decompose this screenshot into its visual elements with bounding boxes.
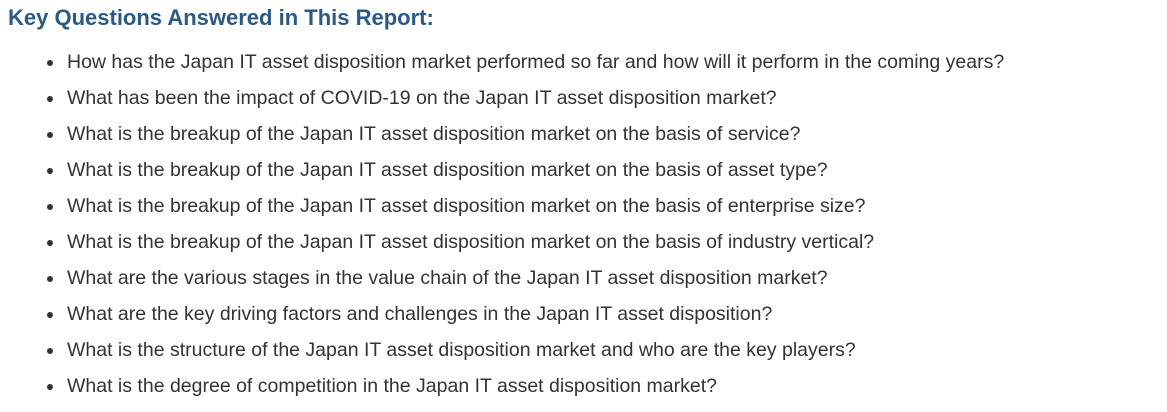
question-text: What is the structure of the Japan IT as…: [67, 339, 856, 361]
list-item: What is the breakup of the Japan IT asse…: [0, 152, 1004, 188]
question-text: What is the breakup of the Japan IT asse…: [67, 231, 875, 253]
question-text: What is the breakup of the Japan IT asse…: [67, 123, 801, 145]
list-item: What is the degree of competition in the…: [0, 368, 1004, 404]
section-heading: Key Questions Answered in This Report:: [8, 5, 434, 30]
question-text: What is the breakup of the Japan IT asse…: [67, 195, 866, 217]
question-text: How has the Japan IT asset disposition m…: [67, 51, 1005, 73]
list-item: What are the various stages in the value…: [0, 260, 1004, 296]
bullet-icon: [47, 132, 53, 138]
bullet-icon: [47, 96, 53, 102]
list-item: What is the breakup of the Japan IT asse…: [0, 116, 1004, 152]
bullet-icon: [47, 60, 53, 66]
list-item: What has been the impact of COVID-19 on …: [0, 80, 1004, 116]
question-text: What are the various stages in the value…: [67, 267, 828, 289]
bullet-icon: [47, 168, 53, 174]
list-item: What are the key driving factors and cha…: [0, 296, 1004, 332]
question-text: What is the degree of competition in the…: [67, 375, 717, 397]
bullet-icon: [47, 348, 53, 354]
question-text: What has been the impact of COVID-19 on …: [67, 87, 777, 109]
list-item: What is the structure of the Japan IT as…: [0, 332, 1004, 368]
bullet-icon: [47, 240, 53, 246]
question-text: What is the breakup of the Japan IT asse…: [67, 159, 828, 181]
bullet-icon: [47, 384, 53, 390]
questions-list: How has the Japan IT asset disposition m…: [0, 44, 1004, 404]
bullet-icon: [47, 204, 53, 210]
question-text: What are the key driving factors and cha…: [67, 303, 773, 325]
bullet-icon: [47, 312, 53, 318]
list-item: How has the Japan IT asset disposition m…: [0, 44, 1004, 80]
list-item: What is the breakup of the Japan IT asse…: [0, 224, 1004, 260]
bullet-icon: [47, 276, 53, 282]
list-item: What is the breakup of the Japan IT asse…: [0, 188, 1004, 224]
